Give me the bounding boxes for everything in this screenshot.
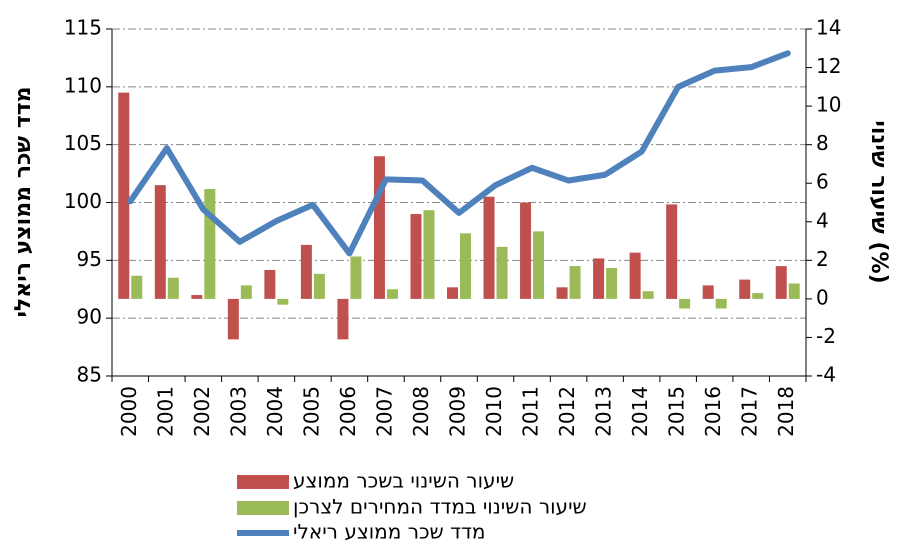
x-tick-label: 2014 xyxy=(628,386,652,437)
bar xyxy=(606,268,618,299)
y2-tick-label: -4 xyxy=(816,363,836,387)
bar xyxy=(702,285,714,299)
bar xyxy=(227,298,239,340)
bar xyxy=(556,287,568,299)
legend-swatch xyxy=(237,475,289,489)
legend-swatch xyxy=(237,501,289,515)
x-tick-label: 2004 xyxy=(263,386,287,437)
x-tick-label: 2017 xyxy=(738,386,762,437)
bar xyxy=(788,283,800,299)
bar xyxy=(204,189,216,299)
bar xyxy=(313,273,325,299)
y2-tick-label: 8 xyxy=(816,131,829,155)
bar xyxy=(118,92,130,299)
bar xyxy=(350,256,362,299)
y-tick-label: 95 xyxy=(77,247,102,271)
bar xyxy=(423,210,435,299)
y-tick-label: 110 xyxy=(64,73,102,97)
y-axis-title: מדד שכר ממוצע ריאלי xyxy=(11,86,36,317)
bar xyxy=(739,279,751,299)
bar xyxy=(131,275,143,299)
bar xyxy=(533,231,545,299)
bar xyxy=(460,233,471,299)
bar xyxy=(569,266,581,299)
bar xyxy=(752,293,764,299)
x-tick-label: 2010 xyxy=(482,386,506,437)
bar xyxy=(496,246,508,299)
y-tick-label: 100 xyxy=(64,189,102,213)
line xyxy=(127,50,791,257)
x-tick-label: 2007 xyxy=(372,386,396,437)
bar xyxy=(386,289,398,299)
bar xyxy=(642,291,654,299)
x-tick-label: 2011 xyxy=(519,386,543,437)
bar xyxy=(483,196,495,299)
x-tick-label: 2013 xyxy=(592,386,616,437)
x-tick-label: 2016 xyxy=(701,386,725,437)
bar xyxy=(167,277,179,299)
y2-tick-label: 0 xyxy=(816,285,829,309)
bar xyxy=(240,285,252,299)
y-tick-label: 115 xyxy=(64,16,102,40)
y2-tick-label: 14 xyxy=(816,16,841,40)
y-tick-label: 105 xyxy=(64,131,102,155)
bar xyxy=(264,269,276,299)
y2-tick-label: 4 xyxy=(816,208,829,232)
x-tick-label: 2008 xyxy=(409,386,433,437)
y2-axis-title: שיעור שינוי (%) xyxy=(866,120,891,283)
x-tick-label: 2005 xyxy=(299,386,323,437)
bar xyxy=(337,298,349,340)
legend-label: שיעור השינוי במדד המחירים לצרכן xyxy=(293,495,587,519)
bar xyxy=(593,258,605,299)
bar xyxy=(447,287,458,299)
bar xyxy=(154,185,166,299)
bar xyxy=(277,298,289,305)
x-tick-label: 2002 xyxy=(190,386,214,437)
legend-label: שיעור השינוי בשכר ממוצע xyxy=(293,469,514,493)
x-tick-label: 2000 xyxy=(117,386,141,437)
x-tick-label: 2006 xyxy=(336,386,360,437)
x-tick-label: 2018 xyxy=(774,386,798,437)
y2-tick-label: 12 xyxy=(816,54,841,78)
x-tick-label: 2012 xyxy=(555,386,579,437)
x-tick-label: 2015 xyxy=(665,386,689,437)
bar xyxy=(775,266,787,299)
x-tick-label: 2003 xyxy=(226,386,250,437)
bar xyxy=(410,214,422,299)
bar xyxy=(679,298,691,309)
y2-tick-label: 2 xyxy=(816,247,829,271)
bar xyxy=(520,202,532,299)
x-tick-label: 2001 xyxy=(153,386,177,437)
bar xyxy=(191,295,203,299)
y2-tick-label: -2 xyxy=(816,324,836,348)
y-tick-label: 90 xyxy=(77,305,102,329)
bar xyxy=(715,298,727,309)
bar xyxy=(629,252,641,299)
x-tick-label: 2009 xyxy=(446,386,470,437)
y2-tick-label: 10 xyxy=(816,93,841,117)
bar xyxy=(666,204,678,299)
y2-tick-label: 6 xyxy=(816,170,829,194)
bar xyxy=(373,156,385,299)
bar xyxy=(300,244,312,299)
legend-label: מדד שכר ממוצע ריאלי xyxy=(293,520,486,544)
y-tick-label: 85 xyxy=(77,363,102,387)
